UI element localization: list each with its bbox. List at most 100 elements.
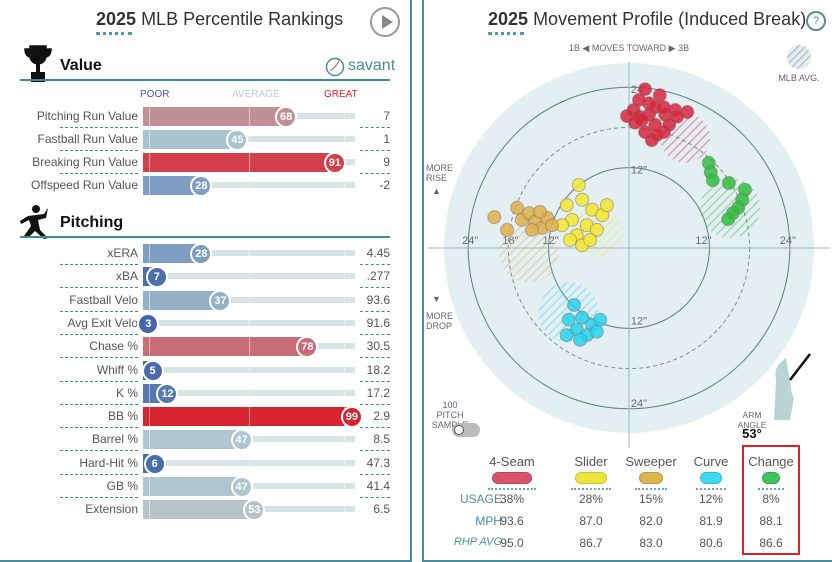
scale-marker	[249, 337, 250, 357]
row-divider	[60, 333, 138, 335]
percentile-circle: 37	[209, 289, 232, 312]
scale-marker	[344, 500, 346, 520]
row-divider	[360, 150, 390, 151]
pitch-point-change[interactable]	[721, 176, 736, 191]
pitch-point-change[interactable]	[705, 173, 720, 188]
row-divider	[360, 310, 390, 312]
up-arrow-icon: ▲	[432, 186, 441, 196]
pitch-point-curve[interactable]	[573, 332, 588, 347]
percentile-circle: 91	[323, 152, 346, 174]
pitch-point-4-seam[interactable]	[638, 82, 653, 97]
percentile-bar[interactable]	[143, 477, 243, 496]
percentile-bar[interactable]	[143, 107, 288, 126]
row-divider	[60, 310, 138, 312]
pitch-point-4-seam[interactable]	[650, 127, 665, 142]
row-divider	[360, 287, 390, 289]
pitch-point-slider[interactable]	[575, 192, 590, 207]
scale-average: AVERAGE	[232, 89, 280, 100]
pitch-point-curve[interactable]	[559, 328, 574, 343]
pitch-point-sweeper[interactable]	[510, 200, 525, 215]
pitch-mph: 82.0	[639, 514, 663, 528]
pitch-point-slider[interactable]	[571, 178, 586, 193]
play-button[interactable]	[370, 7, 400, 37]
ring-tick-label: 24"	[780, 235, 796, 247]
pitch-point-curve[interactable]	[567, 297, 582, 312]
pitch-point-curve[interactable]	[575, 310, 590, 325]
percentile-bar[interactable]	[143, 244, 203, 263]
metric-value: .277	[366, 269, 390, 284]
pitch-underline	[696, 488, 726, 490]
metric-label: Chase %	[89, 339, 138, 354]
pitch-point-4-seam[interactable]	[632, 92, 647, 107]
scale-marker	[149, 407, 151, 427]
metric-label: BB %	[107, 409, 138, 424]
movement-profile-panel: 2025 Movement Profile (Induced Break) ? …	[422, 0, 832, 562]
scale-marker	[344, 453, 346, 473]
scale-marker	[149, 383, 151, 403]
scale-marker	[344, 244, 346, 263]
percentile-bar[interactable]	[143, 153, 336, 172]
change-highlight-box	[742, 445, 800, 555]
percentile-rankings-panel: 2025 MLB Percentile Rankings Value savan…	[0, 0, 412, 562]
pitch-point-slider[interactable]	[563, 232, 578, 247]
percentile-bar[interactable]	[143, 290, 222, 310]
pitch-point-slider[interactable]	[559, 198, 574, 213]
pitch-mph: 93.6	[500, 514, 524, 528]
pitch-point-sweeper[interactable]	[524, 222, 539, 237]
pitch-point-sweeper[interactable]	[500, 222, 515, 237]
help-button[interactable]: ?	[806, 11, 826, 31]
pitch-point-curve[interactable]	[561, 312, 576, 327]
mlb-avg-legend-icon	[787, 45, 811, 69]
pitcher-arm-icon	[774, 353, 811, 420]
pitch-usage: 38%	[499, 492, 525, 506]
percentile-bar[interactable]	[143, 407, 353, 427]
pitch-point-4-seam[interactable]	[634, 113, 649, 128]
pitch-point-sweeper[interactable]	[532, 204, 547, 219]
percentile-bar[interactable]	[143, 500, 256, 520]
pitch-point-slider[interactable]	[583, 232, 598, 247]
mlb-avg-sweeper	[499, 222, 560, 283]
row-label-rhp-avg: RHP AVG	[453, 536, 502, 548]
pitch-name: Change	[748, 454, 794, 469]
percentile-bar[interactable]	[143, 430, 243, 450]
metric-value: 6.5	[373, 502, 390, 517]
percentile-bar[interactable]	[143, 337, 309, 357]
pitch-underline	[488, 488, 536, 490]
pitch-point-4-seam[interactable]	[662, 117, 677, 132]
percentile-title: 2025 MLB Percentile Rankings	[96, 9, 344, 29]
row-divider	[360, 264, 390, 265]
pitch-point-sweeper[interactable]	[544, 218, 559, 233]
pitch-rhp-avg: 95.0	[500, 536, 524, 550]
pitch-point-curve[interactable]	[589, 324, 604, 339]
pitch-point-curve[interactable]	[593, 312, 608, 327]
pitch-name: Curve	[693, 454, 729, 469]
row-divider	[60, 427, 138, 429]
pitch-usage: 15%	[638, 492, 664, 506]
pitch-point-4-seam[interactable]	[648, 100, 663, 115]
scale-marker	[249, 290, 250, 310]
scale-marker	[249, 153, 250, 172]
scale-marker	[344, 430, 346, 450]
metric-label: Extension	[85, 502, 138, 517]
scale-marker	[149, 107, 151, 126]
percentile-bar[interactable]	[143, 176, 203, 195]
sample-toggle[interactable]	[452, 423, 480, 437]
row-divider	[60, 403, 138, 405]
pitch-point-slider[interactable]	[599, 198, 614, 213]
pitch-point-sweeper[interactable]	[487, 210, 502, 225]
pitch-point-change[interactable]	[721, 212, 736, 227]
pitch-name: Slider	[574, 454, 608, 469]
row-divider	[60, 127, 138, 128]
row-divider	[360, 380, 390, 382]
scale-marker	[249, 244, 250, 263]
scale-marker	[149, 500, 151, 520]
percentile-circle: 12	[156, 382, 179, 405]
ring-tick-label: 24"	[631, 398, 647, 410]
scale-marker	[344, 290, 346, 310]
percentile-bar[interactable]	[143, 130, 239, 149]
pitch-point-slider[interactable]	[589, 222, 604, 237]
scale-marker	[149, 130, 151, 149]
pitch-point-4-seam[interactable]	[652, 88, 667, 103]
direction-label: 1B ◀ MOVES TOWARD ▶ 3B	[568, 43, 690, 53]
metric-value: 47.3	[366, 455, 390, 470]
